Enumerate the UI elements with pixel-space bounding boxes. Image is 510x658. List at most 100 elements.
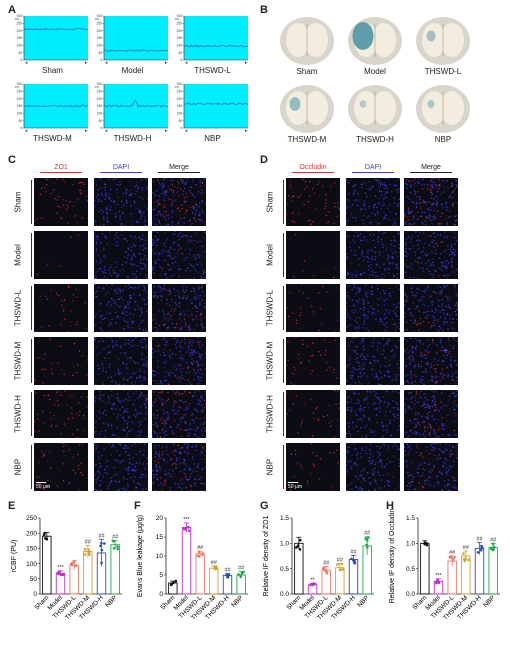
dapi-nucleus-dot — [95, 236, 98, 239]
dapi-nucleus-dot — [161, 402, 164, 404]
red-signal-dot — [405, 321, 408, 324]
dapi-nucleus-dot — [392, 390, 394, 393]
dapi-nucleus-dot — [365, 317, 367, 320]
red-signal-dot — [334, 202, 336, 205]
red-signal-dot — [288, 195, 290, 197]
y-tick-label: 20 — [156, 515, 164, 522]
dapi-nucleus-dot — [117, 437, 120, 438]
dapi-nucleus-dot — [375, 392, 378, 395]
red-signal-dot — [62, 443, 64, 445]
dapi-nucleus-dot — [126, 422, 129, 425]
dapi-nucleus-dot — [142, 454, 145, 456]
dapi-nucleus-dot — [179, 317, 181, 320]
red-signal-dot — [311, 188, 314, 190]
dapi-nucleus-dot — [405, 244, 407, 246]
dapi-nucleus-dot — [383, 375, 386, 377]
dapi-nucleus-dot — [446, 366, 449, 369]
dapi-nucleus-dot — [94, 232, 96, 234]
red-signal-dot — [325, 214, 328, 217]
red-signal-dot — [310, 473, 312, 475]
dapi-nucleus-dot — [428, 483, 430, 486]
dapi-nucleus-dot — [99, 268, 102, 270]
dapi-nucleus-dot — [172, 462, 175, 464]
y-tick-label: 15 — [156, 534, 164, 541]
dapi-nucleus-dot — [377, 341, 380, 344]
dapi-nucleus-dot — [163, 242, 165, 245]
dapi-nucleus-dot — [367, 407, 370, 409]
dapi-nucleus-dot — [187, 451, 189, 453]
dapi-nucleus-dot — [175, 458, 178, 460]
brain-right-hemisphere — [440, 23, 464, 57]
dapi-nucleus-dot — [142, 376, 145, 379]
red-signal-dot — [424, 430, 426, 432]
dapi-nucleus-dot — [119, 337, 121, 339]
dapi-nucleus-dot — [408, 392, 411, 394]
dapi-nucleus-dot — [104, 271, 107, 274]
red-signal-dot — [154, 460, 157, 462]
dapi-nucleus-dot — [424, 425, 426, 428]
dapi-nucleus-dot — [449, 344, 452, 347]
red-signal-dot — [329, 367, 331, 369]
dapi-nucleus-dot — [176, 225, 178, 226]
dapi-nucleus-dot — [346, 222, 347, 225]
red-signal-dot — [414, 347, 416, 349]
red-signal-dot — [174, 454, 176, 457]
dapi-nucleus-dot — [181, 377, 184, 380]
dapi-nucleus-dot — [137, 482, 140, 485]
red-signal-dot — [324, 339, 326, 341]
dapi-nucleus-dot — [202, 411, 204, 413]
dapi-nucleus-dot — [97, 471, 99, 473]
dapi-nucleus-dot — [411, 421, 414, 424]
red-signal-dot — [286, 364, 288, 367]
dapi-nucleus-dot — [432, 446, 434, 448]
dapi-nucleus-dot — [179, 232, 181, 234]
dapi-nucleus-dot — [135, 337, 137, 339]
dapi-nucleus-dot — [404, 338, 406, 340]
dapi-nucleus-dot — [391, 191, 393, 193]
dapi-nucleus-dot — [197, 375, 200, 378]
red-signal-dot — [74, 215, 76, 217]
red-signal-dot — [69, 321, 71, 324]
dapi-nucleus-dot — [430, 469, 433, 471]
red-signal-dot — [61, 300, 63, 302]
dapi-nucleus-dot — [178, 380, 181, 383]
red-signal-dot — [286, 203, 289, 205]
dapi-nucleus-dot — [139, 476, 141, 479]
brain-label: Sham — [296, 67, 318, 76]
dapi-nucleus-dot — [360, 375, 362, 378]
dapi-nucleus-dot — [441, 203, 443, 206]
dapi-nucleus-dot — [392, 400, 394, 402]
red-signal-dot — [445, 295, 447, 298]
dapi-nucleus-dot — [350, 460, 352, 462]
dapi-nucleus-dot — [357, 399, 359, 401]
dapi-nucleus-dot — [455, 433, 457, 435]
red-signal-dot — [333, 222, 335, 225]
dapi-nucleus-dot — [376, 349, 378, 351]
dapi-nucleus-dot — [348, 433, 351, 435]
red-signal-dot — [180, 188, 182, 191]
dapi-nucleus-dot — [145, 178, 147, 180]
dapi-nucleus-dot — [144, 219, 146, 221]
dapi-nucleus-dot — [145, 413, 147, 415]
bar-thswd-h — [348, 559, 359, 595]
dapi-nucleus-dot — [94, 284, 97, 285]
dapi-nucleus-dot — [144, 378, 147, 380]
dapi-nucleus-dot — [375, 483, 378, 485]
dapi-nucleus-dot — [346, 309, 348, 311]
red-signal-dot — [411, 355, 413, 357]
dapi-nucleus-dot — [398, 233, 400, 235]
dapi-nucleus-dot — [174, 482, 176, 485]
red-signal-dot — [51, 362, 53, 365]
dapi-nucleus-dot — [95, 278, 97, 279]
dapi-nucleus-dot — [164, 375, 166, 378]
red-signal-dot — [289, 185, 292, 187]
red-signal-dot — [51, 372, 53, 375]
dapi-nucleus-dot — [355, 475, 357, 477]
dapi-nucleus-dot — [167, 197, 170, 200]
dapi-nucleus-dot — [449, 408, 451, 410]
dapi-nucleus-dot — [105, 414, 107, 416]
dapi-nucleus-dot — [133, 480, 135, 483]
dapi-nucleus-dot — [179, 368, 181, 371]
dapi-nucleus-dot — [381, 462, 383, 465]
dapi-nucleus-dot — [406, 464, 408, 467]
